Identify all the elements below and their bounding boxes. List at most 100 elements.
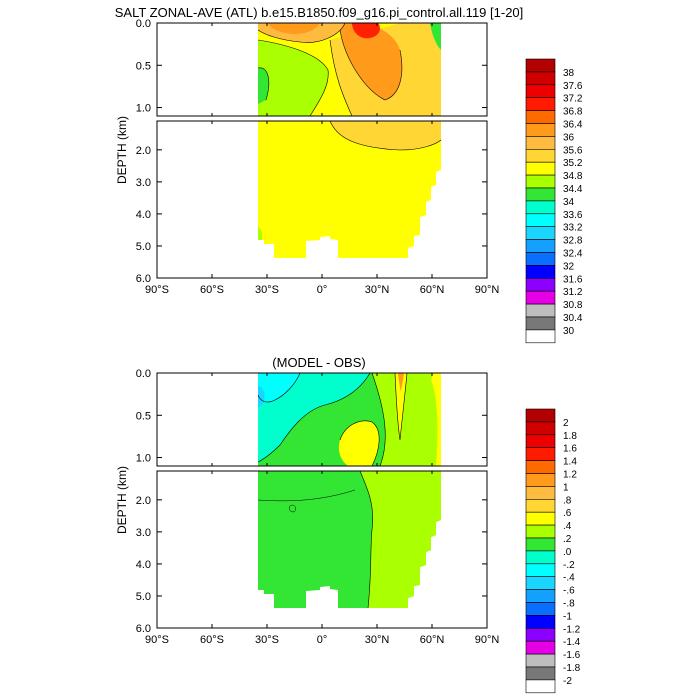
region-deep <box>258 121 441 258</box>
colorbar-box <box>525 58 556 73</box>
y-tick-label: 0.5 <box>136 60 151 72</box>
colorbar-label: -1.8 <box>563 663 581 674</box>
y-tick-label: 0.0 <box>136 368 151 380</box>
x-tick-label: 30°S <box>255 284 279 296</box>
lower-subpanel-top <box>156 120 488 279</box>
y-tick-label: 4.0 <box>136 559 151 571</box>
colorbar-label: 35.2 <box>563 158 583 169</box>
colorbar-label: 37.2 <box>563 94 583 105</box>
colorbar-label: 36.4 <box>563 120 583 131</box>
colorbar-label: .0 <box>563 547 572 558</box>
lower-subpanel-bottom <box>156 470 488 629</box>
colorbar-box <box>525 161 556 176</box>
y-tick-label: 0.5 <box>136 410 151 422</box>
colorbar-box <box>525 602 556 616</box>
region-north-saline <box>330 121 441 150</box>
colorbar-box <box>525 473 556 487</box>
contour <box>257 23 346 43</box>
axes-bottom: 90°S 60°S 30°S 0° 30°N 60°N 90°N 0.0 0.5 1.0 2.0 3.… <box>136 368 500 646</box>
region-fresh-north <box>430 23 441 50</box>
panel-top: SALT ZONAL-AVE (ATL) b.e15.B1850.f09_g16… <box>115 5 583 344</box>
colorbar-box <box>525 149 556 163</box>
colorbar-label: 38 <box>563 68 575 79</box>
region-south-surface <box>258 67 269 104</box>
colorbar-top: 38 37.6 37.2 36.8 36.436 35.6 35.2 34.8 34.4 34 33… <box>525 58 583 344</box>
y-tick-label: 1.0 <box>136 103 151 115</box>
colorbar-box <box>525 460 556 474</box>
region-blob <box>338 420 380 466</box>
colorbar-box <box>525 187 556 202</box>
colorbar-label: 33.6 <box>563 210 583 221</box>
colorbar-label: 2 <box>563 418 569 429</box>
colorbar-label: -1.2 <box>563 624 581 635</box>
colorbar-box <box>525 563 556 577</box>
contour <box>257 489 356 502</box>
colorbar-label: .8 <box>563 495 572 506</box>
colorbar-label: 1.4 <box>563 457 577 468</box>
colorbar-box <box>525 277 556 292</box>
panel-bottom: (MODEL - OBS) DEPTH (km) <box>115 355 581 694</box>
x-tick-label: 90°N <box>475 634 500 646</box>
region-surface-max <box>352 23 380 39</box>
colorbar-box <box>525 123 556 137</box>
x-tick-label: 90°N <box>475 284 500 296</box>
colorbar-label: 30.4 <box>563 313 583 324</box>
colorbar-label: .6 <box>563 508 572 519</box>
region-spike-core <box>398 373 404 392</box>
y-tick-label: 6.0 <box>136 273 151 285</box>
colorbar-label: -.6 <box>563 586 575 597</box>
x-tick-label: 90°S <box>145 634 169 646</box>
colorbar-box <box>525 408 556 423</box>
upper-subpanel-top <box>156 22 488 117</box>
colorbar-bottom: 21.81.61.41.21.8.6.4.2.0-.2-.4-.6-.8-1-1… <box>525 408 581 694</box>
region-south-fresh <box>258 40 329 116</box>
colorbar-label: -.4 <box>563 573 575 584</box>
contour <box>339 420 380 466</box>
colorbar-label: 34.4 <box>563 184 583 195</box>
x-tick-label: 0° <box>317 634 328 646</box>
colorbar-box <box>525 84 556 99</box>
contour <box>329 121 442 151</box>
colorbar-label: -.2 <box>563 560 575 571</box>
colorbar-box <box>525 679 556 694</box>
colorbar-label: .2 <box>563 534 572 545</box>
x-tick-label: 30°S <box>255 634 279 646</box>
colorbar-box <box>525 640 556 655</box>
colorbar-box <box>525 97 556 111</box>
colorbar-box <box>525 447 556 461</box>
region-surface-s-core <box>268 23 320 34</box>
colorbar-box <box>525 303 556 318</box>
chart-title-top: SALT ZONAL-AVE (ATL) b.e15.B1850.f09_g16… <box>115 5 524 20</box>
colorbar-label: 31.2 <box>563 287 583 298</box>
colorbar-label: 36 <box>563 132 575 143</box>
colorbar-box <box>525 252 556 266</box>
axes-top: 90°S 60°S 30°S 0° 30°N 60°N 90°N 0.0 0.5 1.0 2.0 3.… <box>136 18 500 296</box>
contour <box>329 39 353 116</box>
contour <box>288 504 296 513</box>
colorbar-label: 30 <box>563 326 575 337</box>
colorbar-label: 37.6 <box>563 81 583 92</box>
y-tick-label: 2.0 <box>136 495 151 507</box>
x-tick-label: 60°S <box>200 634 224 646</box>
colorbar-box <box>525 666 556 681</box>
colorbar-label: -.8 <box>563 599 575 610</box>
region-south-core <box>258 386 265 408</box>
y-tick-label: 4.0 <box>136 209 151 221</box>
upper-subpanel-bottom <box>156 372 488 467</box>
colorbar-box <box>525 136 556 150</box>
x-tick-label: 0° <box>317 284 328 296</box>
colorbar-box <box>525 498 556 513</box>
colorbar-label: 32.8 <box>563 236 583 247</box>
y-axis-label-bottom: DEPTH (km) <box>115 466 129 534</box>
colorbar-box <box>525 71 556 86</box>
colorbar-label: 1.2 <box>563 470 577 481</box>
colorbar-box <box>525 316 556 331</box>
colorbar-label: 35.6 <box>563 145 583 156</box>
colorbar-box <box>525 200 556 215</box>
colorbar-box <box>525 486 556 500</box>
x-tick-label: 60°N <box>420 284 445 296</box>
y-tick-label: 1.0 <box>136 453 151 465</box>
y-axis-label-top: DEPTH (km) <box>115 116 129 184</box>
colorbar-label: 33.2 <box>563 223 583 234</box>
